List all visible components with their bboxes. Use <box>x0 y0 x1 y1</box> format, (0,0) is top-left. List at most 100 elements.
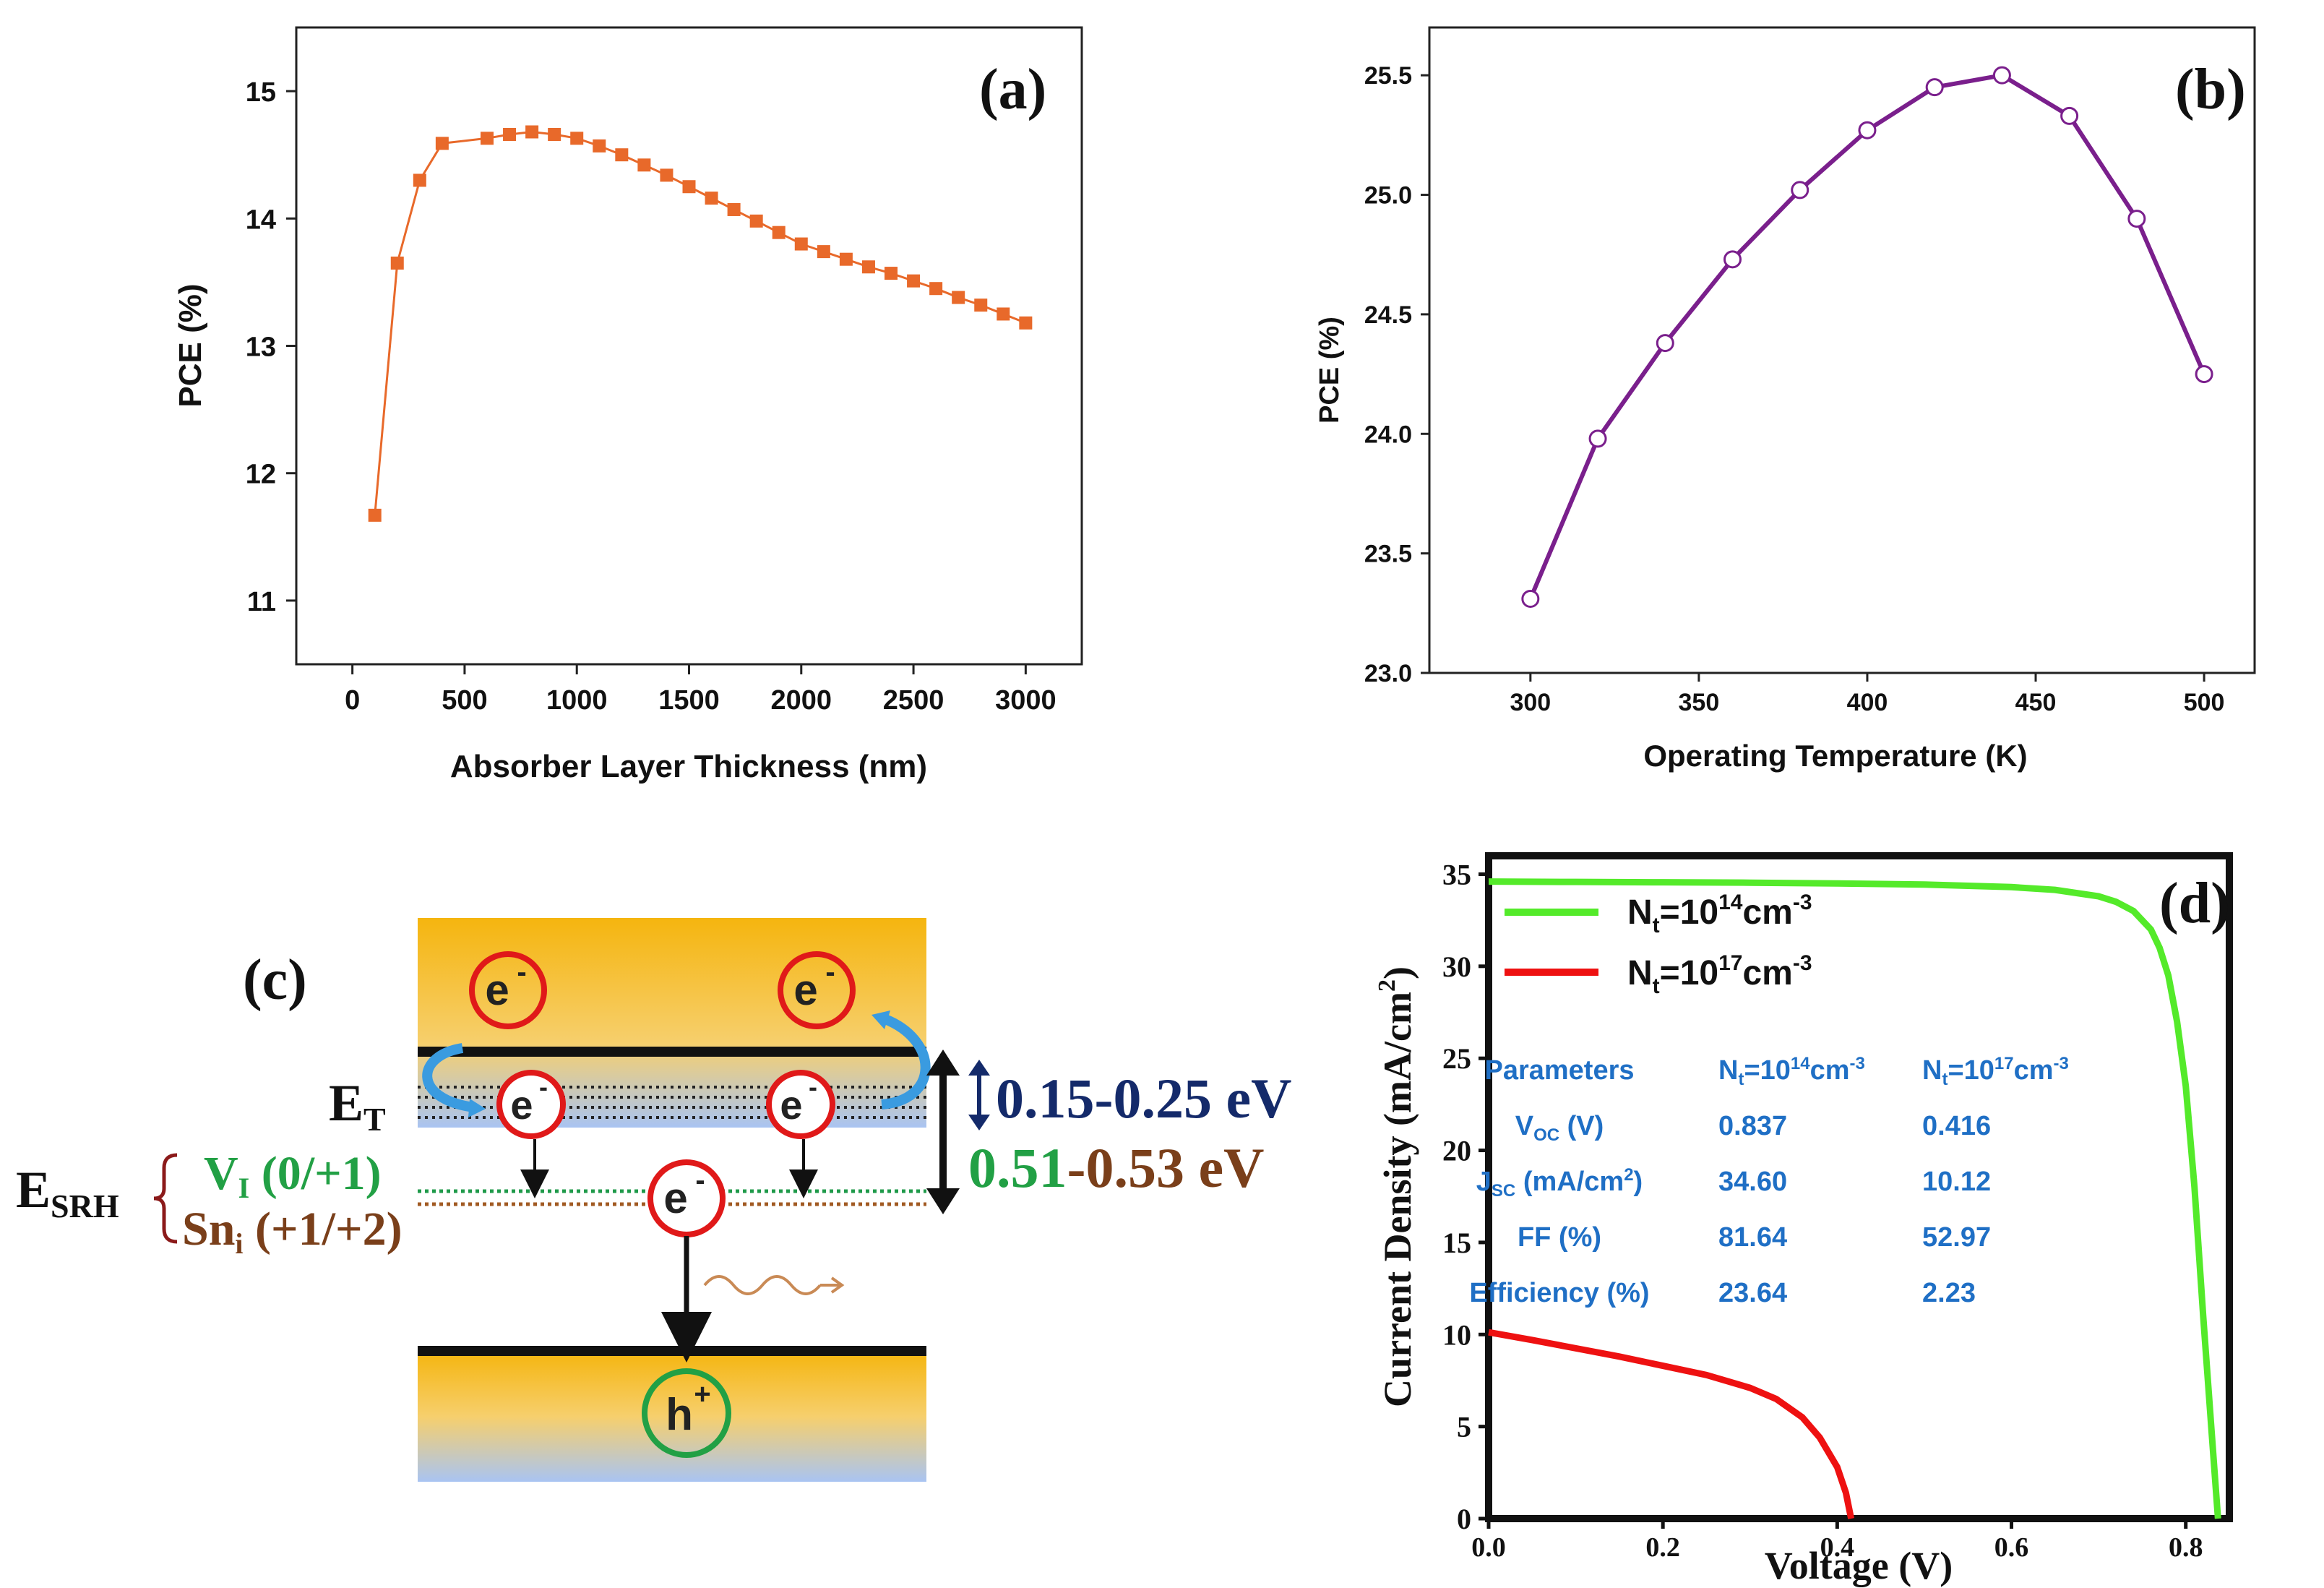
y-tick-label: 12 <box>246 460 276 490</box>
data-point <box>1925 78 1944 97</box>
x-tick-label: 0.4 <box>1820 1532 1855 1563</box>
panel-c-label: (c) <box>243 948 307 1012</box>
y-tick-label: 15 <box>246 77 276 108</box>
x-tick-label: 2500 <box>883 685 944 716</box>
x-tick-label: 450 <box>2015 689 2057 716</box>
series-line-nt-1e17 <box>1488 1329 1855 1519</box>
panel-b-ticks: 300 350 400 450 500 23.0 23.5 24.0 24.5 25.0 25.5 <box>1364 62 2225 716</box>
table-header-nt-1e14: Nt=1014cm-3 <box>1718 1054 1865 1089</box>
data-point <box>817 245 830 259</box>
panel-d-label: (d) <box>2159 872 2230 935</box>
panel-a-series-line <box>374 130 1026 515</box>
x-tick-label: 500 <box>2184 689 2225 716</box>
data-point <box>570 132 584 145</box>
y-tick-label: 25.0 <box>1364 182 1412 210</box>
x-tick-label: 300 <box>1510 689 1551 716</box>
table-cell-jsc-1e17: 10.12 <box>1922 1167 1991 1197</box>
data-point <box>974 299 988 312</box>
vi-level-label: VI (0/+1) <box>204 1147 382 1204</box>
data-point <box>952 291 965 304</box>
panel-d-x-axis-label: Voltage (V) <box>1765 1544 1953 1587</box>
y-tick-label: 11 <box>247 587 276 617</box>
x-tick-label: 2000 <box>771 685 832 716</box>
panel-d-chart: 0.0 0.2 0.4 0.6 0.8 0 5 10 15 20 25 30 35 (d) Nt=101… <box>1374 852 2233 1587</box>
data-point <box>749 214 763 228</box>
table-param-jsc: JSC (mA/cm2) <box>1476 1165 1643 1201</box>
y-tick-label: 14 <box>246 205 276 235</box>
curved-emission-arrow-right <box>881 1014 931 1110</box>
srh-energy-range: 0.51-0.53 eV <box>968 1136 1264 1199</box>
data-point <box>682 180 696 194</box>
electron-symbol: e <box>485 966 509 1014</box>
data-point <box>929 282 943 296</box>
curved-capture-arrow-left <box>422 1043 475 1112</box>
legend-label-nt-1e17: Nt=1017cm-3 <box>1627 951 1812 998</box>
series-line-nt-1e14 <box>1488 878 2221 1519</box>
electron-charge: - <box>809 1072 817 1102</box>
hole-charge: + <box>694 1378 710 1410</box>
data-point <box>2127 210 2146 228</box>
panel-c-diagram: (c) e - e - e - e - e - h + <box>16 918 1291 1482</box>
y-tick-label: 24.5 <box>1364 301 1412 329</box>
table-cell-eff-1e14: 23.64 <box>1718 1278 1787 1308</box>
data-point <box>861 260 875 274</box>
data-point <box>1992 66 2011 85</box>
panel-d-y-axis-label: Current Density (mA/cm2) <box>1374 966 1419 1407</box>
data-point <box>525 125 539 139</box>
table-param-ff: FF (%) <box>1518 1222 1601 1253</box>
panel-b-label: (b) <box>2175 58 2246 121</box>
x-tick-label: 1500 <box>658 685 720 716</box>
panel-b-y-axis-label: PCE (%) <box>1314 317 1345 424</box>
y-tick-label: 5 <box>1457 1411 1471 1443</box>
y-tick-label: 24.0 <box>1364 421 1412 448</box>
y-tick-label: 35 <box>1442 858 1471 890</box>
y-tick-label: 23.5 <box>1364 541 1412 568</box>
photon-emission-wave <box>703 1275 822 1295</box>
panel-a-ticks: 0 500 1000 1500 2000 2500 3000 11 12 13 14 15 <box>246 77 1056 716</box>
hole-vb: h + <box>642 1368 731 1458</box>
esrh-label: ESRH <box>16 1161 119 1224</box>
x-tick-label: 0.0 <box>1471 1532 1506 1563</box>
y-tick-label: 25 <box>1442 1042 1471 1075</box>
panel-d-ticks: 0.0 0.2 0.4 0.6 0.8 0 5 10 15 20 25 30 35 <box>1442 858 2203 1563</box>
x-tick-label: 0.2 <box>1645 1532 1680 1563</box>
data-point <box>839 252 853 266</box>
table-header-parameters: Parameters <box>1484 1055 1634 1086</box>
et-label: ET <box>329 1074 386 1138</box>
data-point <box>907 274 921 288</box>
x-tick-label: 500 <box>442 685 487 716</box>
data-point <box>368 508 382 522</box>
panel-a-y-axis-label: PCE (%) <box>173 283 208 407</box>
data-point <box>435 137 449 150</box>
electron-symbol: e <box>510 1082 533 1128</box>
data-point <box>705 192 718 205</box>
data-point <box>885 267 898 280</box>
y-tick-label: 0 <box>1457 1503 1471 1535</box>
panel-a-label: (a) <box>979 58 1046 121</box>
panel-d-plot-frame <box>1485 852 2233 1522</box>
data-point <box>794 237 808 251</box>
range1-arrow-head-up <box>968 1060 990 1076</box>
curved-arrow-head-left <box>468 1099 486 1117</box>
panel-b-series-line <box>1528 72 2206 600</box>
range2-arrow-head-up <box>926 1050 960 1076</box>
panel-a-markers <box>368 125 1033 522</box>
y-tick-label: 30 <box>1442 950 1471 983</box>
data-point <box>660 168 673 182</box>
data-point <box>2195 365 2213 384</box>
table-param-voc: VOC (V) <box>1515 1111 1604 1145</box>
x-tick-label: 3000 <box>995 685 1056 716</box>
curved-arrow-head-right <box>872 1010 890 1029</box>
photon-arrow-head <box>820 1276 845 1294</box>
electron-trap-right: e - <box>766 1070 835 1139</box>
data-point <box>637 158 651 172</box>
table-cell-eff-1e17: 2.23 <box>1922 1278 1976 1308</box>
y-tick-label: 13 <box>246 332 276 363</box>
table-cell-voc-1e17: 0.416 <box>1922 1111 1991 1141</box>
x-tick-label: 400 <box>1847 689 1888 716</box>
range1-arrow-head-down <box>968 1115 990 1130</box>
electron-symbol: e <box>793 966 817 1014</box>
data-point <box>2060 106 2079 125</box>
electron-charge: - <box>825 956 835 988</box>
data-point <box>1019 316 1033 330</box>
